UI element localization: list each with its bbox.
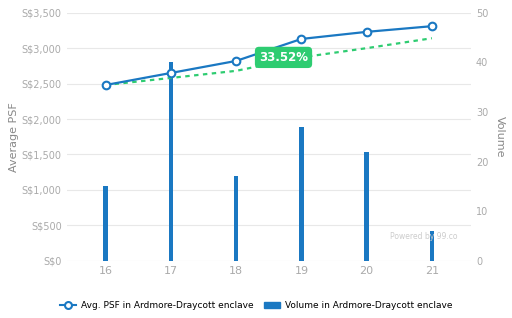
Bar xyxy=(365,152,369,261)
Y-axis label: Volume: Volume xyxy=(495,116,505,157)
Text: 33.52%: 33.52% xyxy=(259,51,308,64)
Bar xyxy=(430,231,434,261)
Text: Powered by 99.co: Powered by 99.co xyxy=(390,232,458,241)
Bar xyxy=(168,62,173,261)
Bar xyxy=(103,186,108,261)
Y-axis label: Average PSF: Average PSF xyxy=(9,102,19,172)
Bar xyxy=(234,176,239,261)
Bar xyxy=(299,127,304,261)
Legend: Avg. PSF in Ardmore-Draycott enclave, Volume in Ardmore-Draycott enclave: Avg. PSF in Ardmore-Draycott enclave, Vo… xyxy=(56,297,456,314)
